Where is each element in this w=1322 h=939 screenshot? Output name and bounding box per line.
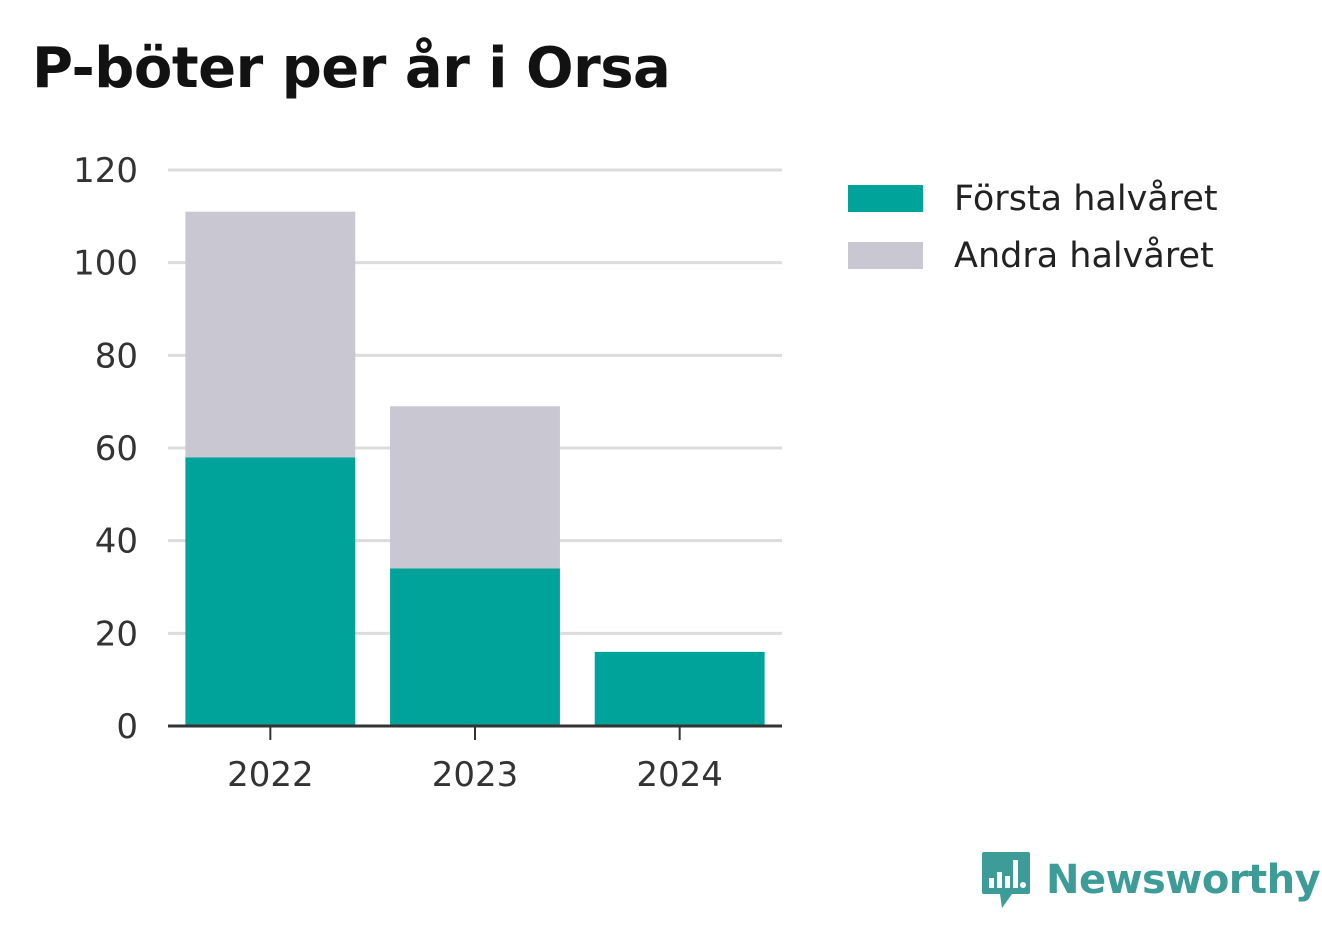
legend-label-forsta: Första halvåret xyxy=(954,178,1218,219)
y-tick-label: 80 xyxy=(95,336,138,376)
y-tick-label: 120 xyxy=(73,151,138,191)
y-tick-label: 40 xyxy=(95,522,138,562)
brand: Newsworthy xyxy=(980,850,1321,910)
brand-name: Newsworthy xyxy=(1046,857,1321,903)
x-tick-label: 2024 xyxy=(636,755,723,795)
bar-andra-2022 xyxy=(185,211,356,458)
legend-swatch-andra xyxy=(848,242,923,269)
newsworthy-logo-icon xyxy=(982,852,1030,908)
legend-label-andra: Andra halvåret xyxy=(954,235,1214,276)
y-tick-label: 0 xyxy=(116,707,138,747)
x-tick-label: 2023 xyxy=(432,755,519,795)
x-tick-label: 2022 xyxy=(227,755,314,795)
y-tick-label: 60 xyxy=(95,429,138,469)
legend-item-forsta: Första halvåret xyxy=(848,170,1218,227)
bar-forsta-2023 xyxy=(390,568,560,726)
y-tick-label: 100 xyxy=(73,244,138,284)
legend-swatch-forsta xyxy=(848,185,923,212)
legend: Första halvåret Andra halvåret xyxy=(848,170,1218,284)
bar-forsta-2022 xyxy=(185,457,356,726)
bar-forsta-2024 xyxy=(594,651,765,726)
y-tick-label: 20 xyxy=(95,614,138,654)
bar-andra-2023 xyxy=(390,406,560,569)
legend-item-andra: Andra halvåret xyxy=(848,227,1218,284)
chart-title: P-böter per år i Orsa xyxy=(32,36,671,101)
